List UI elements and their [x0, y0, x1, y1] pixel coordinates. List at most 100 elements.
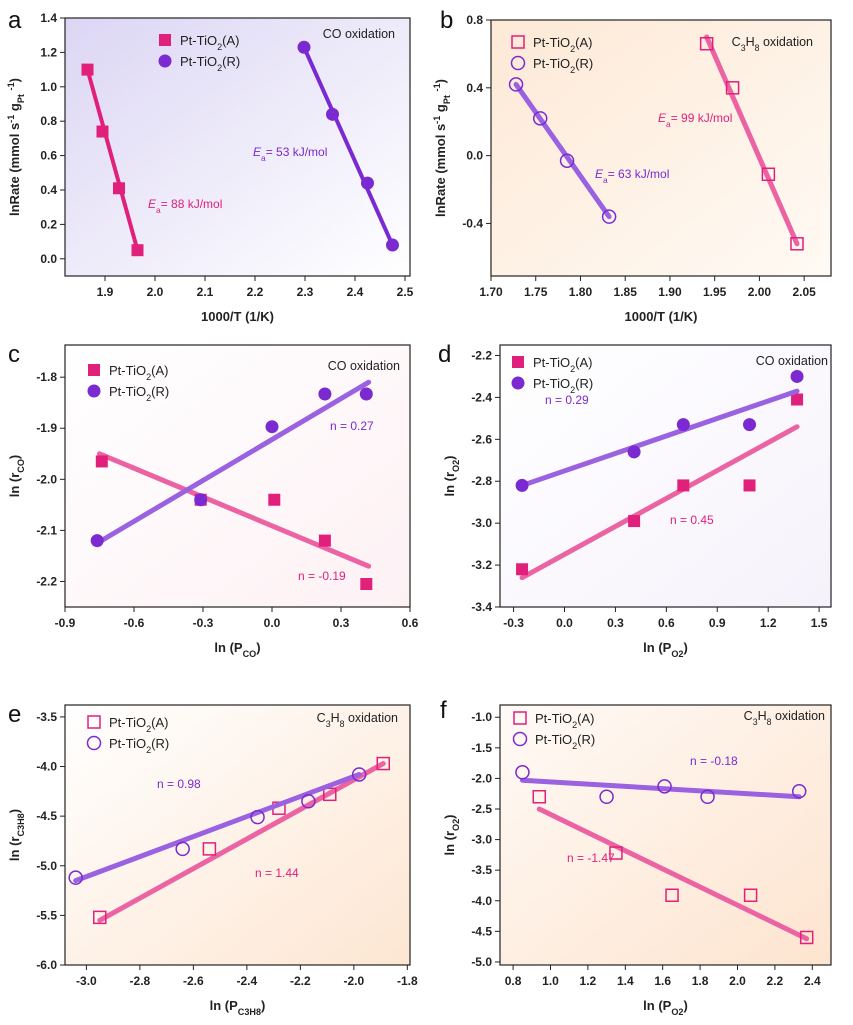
- fit-line-R: [94, 379, 372, 546]
- data-point-R: [791, 784, 807, 799]
- y-tick-label: 0.0: [466, 149, 483, 163]
- y-tick-label: -1.9: [36, 421, 57, 435]
- data-point-A: [677, 479, 690, 492]
- panel-f: f 0.8 1.0 1.2 1.4 1.6 1.8 2.0 2.2 2.4 -5.0 -4.5 -4.0…: [440, 697, 832, 1017]
- fit-line-A: [519, 424, 800, 581]
- x-tick-label: 1.70: [479, 285, 503, 299]
- fit-line-A: [704, 34, 800, 247]
- chart-title: CO oxidation: [328, 359, 400, 373]
- data-point-A: [628, 515, 641, 528]
- data-point-R: [508, 77, 524, 92]
- data-point-R: [515, 478, 529, 492]
- data-point-A: [791, 393, 804, 406]
- y-tick-label: -2.4: [471, 390, 492, 404]
- x-tick-label: 0.3: [333, 616, 350, 630]
- legend-marker-A: [88, 364, 100, 376]
- y-axis-label: lnRate (mmol s-1 gPt -1): [6, 78, 26, 216]
- x-tick-label: -3.0: [76, 974, 97, 988]
- panel-letter: c: [8, 341, 20, 368]
- data-point-R: [601, 209, 617, 224]
- legend-label-R: Pt-TiO2(R): [109, 736, 169, 755]
- data-point-R: [265, 420, 279, 434]
- data-point-R: [657, 779, 672, 794]
- y-tick-label: -2.2: [36, 574, 57, 588]
- x-tick-label: 0.9: [709, 616, 726, 630]
- y-tick-label: -3.5: [36, 710, 57, 724]
- legend-marker-A: [87, 715, 101, 729]
- x-tick-label: -1.8: [397, 974, 418, 988]
- x-axis-label: ln (PCO): [214, 640, 260, 659]
- y-tick-label: 0.2: [40, 217, 57, 231]
- annotation-R: n = -0.18: [690, 754, 738, 768]
- y-tick-label: 0.0: [40, 252, 57, 266]
- x-tick-label: 1.5: [811, 616, 828, 630]
- x-tick-label: 2.0: [147, 285, 164, 299]
- y-tick-label: 1.2: [40, 45, 57, 59]
- x-tick-label: 1.8: [692, 974, 709, 988]
- y-tick-label: 0.8: [40, 114, 57, 128]
- panel-e: e -3.0 -2.8 -2.6 -2.4 -2.2 -2.0 -1.8 -6.0 -5.5 -5.…: [7, 701, 418, 1017]
- data-point-R: [90, 534, 104, 548]
- data-point-R: [627, 445, 641, 459]
- panel-letter: d: [438, 341, 451, 368]
- data-point-A: [532, 790, 547, 804]
- y-tick-label: -2.0: [36, 472, 57, 486]
- x-tick-label: 0.3: [607, 616, 624, 630]
- y-axis-label: ln (rO2): [442, 814, 461, 855]
- data-point-R: [318, 387, 332, 401]
- legend-label-R: Pt-TiO2(R): [533, 376, 593, 395]
- y-tick-label: -2.1: [36, 523, 57, 537]
- panel-letter: a: [8, 7, 22, 34]
- y-tick-label: -3.4: [471, 600, 492, 614]
- annotation-A: n = -0.19: [298, 569, 346, 583]
- x-tick-label: 1.90: [658, 285, 682, 299]
- annotation-R: n = 0.98: [157, 777, 201, 791]
- annotation-R: n = 0.29: [545, 393, 589, 407]
- data-point-A: [202, 842, 217, 856]
- x-tick-label: 1.75: [524, 285, 548, 299]
- legend-label-A: Pt-TiO2(A): [533, 355, 592, 374]
- data-point-R: [599, 789, 614, 805]
- y-tick-label: 1.4: [40, 11, 57, 25]
- data-point-R: [194, 493, 208, 507]
- x-tick-label: -2.0: [343, 974, 364, 988]
- data-point-R: [559, 153, 575, 168]
- x-tick-label: 2.0: [729, 974, 746, 988]
- y-axis-label: lnRate (mmol s-1 gPt -1): [432, 79, 452, 217]
- data-point-R: [250, 809, 265, 825]
- panel-b: b 1.70 1.75 1.80 1.85 1.90 1.95 2.00 2.05 -0.4 0.0…: [432, 7, 832, 324]
- panel-c: c -0.9 -0.6 -0.3 0.0 0.3 0.6 -2.2 -2.1 -2.0 -1.9 -1…: [7, 341, 419, 659]
- x-tick-label: -0.3: [503, 616, 524, 630]
- data-point-R: [743, 418, 757, 432]
- panel-letter: b: [440, 7, 453, 34]
- data-point-R: [301, 794, 316, 809]
- chart-title: C3H8 oxidation: [744, 709, 825, 727]
- annotation-R: Ea= 53 kJ/mol: [253, 145, 327, 163]
- fit-line-R: [302, 45, 395, 248]
- plot-area: [64, 344, 411, 608]
- data-point-A: [93, 910, 107, 925]
- annotation-A: n = -1.47: [567, 851, 615, 865]
- y-tick-label: -2.2: [471, 348, 492, 362]
- y-tick-label: -4.5: [36, 809, 57, 823]
- data-point-A: [516, 563, 529, 576]
- x-tick-label: -0.3: [193, 616, 214, 630]
- y-tick-label: 0.4: [466, 81, 483, 95]
- panel-d: d -0.3 0.0 0.3 0.6 0.9 1.2 1.5 -3.4 -3.2 -3.0 -2.8 -…: [438, 341, 832, 659]
- legend-label-R: Pt-TiO2(R): [535, 732, 595, 751]
- x-tick-label: 0.6: [658, 616, 675, 630]
- legend-marker-A: [159, 34, 171, 46]
- fit-line-A: [536, 806, 810, 942]
- data-point-R: [326, 107, 339, 121]
- legend-marker-R: [511, 376, 525, 390]
- annotation-A: n = 0.45: [670, 513, 714, 527]
- data-point-A: [790, 237, 804, 251]
- data-point-A: [318, 534, 331, 547]
- panel-a: a 1.9 2.0 2.1 2.2 2.3 2.4 2.5 0.0 0.2 0.4 0.6 0.8 1.0…: [6, 7, 414, 324]
- fit-line-R: [73, 771, 362, 884]
- x-tick-label: -2.4: [237, 974, 258, 988]
- x-tick-label: 1.6: [654, 974, 671, 988]
- chart-title: C3H8 oxidation: [732, 35, 813, 53]
- data-point-A: [743, 888, 758, 903]
- data-point-A: [609, 846, 623, 860]
